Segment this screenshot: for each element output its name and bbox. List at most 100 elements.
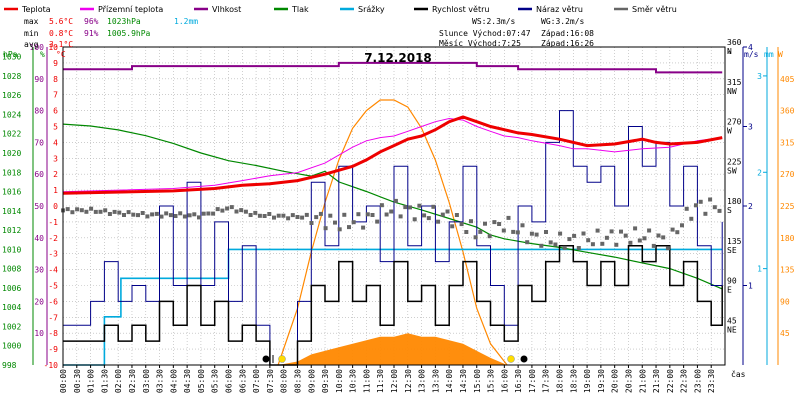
wind-direction-point bbox=[347, 225, 351, 229]
tick-time: 16:30 bbox=[514, 369, 523, 393]
wind-direction-point bbox=[399, 214, 403, 218]
wind-direction-point bbox=[230, 205, 234, 209]
wind-direction-point bbox=[708, 198, 712, 202]
wind-direction-point bbox=[572, 234, 576, 238]
tick-deg: 360 bbox=[727, 38, 742, 47]
wind-direction-point bbox=[474, 235, 478, 239]
wind-direction-point bbox=[521, 223, 525, 227]
wind-direction-point bbox=[516, 230, 520, 234]
tick-time: 22:30 bbox=[680, 369, 689, 393]
wind-direction-point bbox=[544, 230, 548, 234]
tick-dir: E bbox=[727, 286, 732, 295]
wind-direction-point bbox=[174, 214, 178, 218]
tick-degc: 9 bbox=[53, 59, 58, 68]
tick-degc: 3 bbox=[53, 154, 58, 163]
stat-max-rain: 1.2mm bbox=[174, 17, 198, 26]
tick-hpa: 1022 bbox=[2, 130, 21, 139]
tick-time: 13:30 bbox=[431, 369, 440, 393]
wind-direction-point bbox=[446, 210, 450, 214]
info-ws: WS:2.3m/s bbox=[472, 17, 516, 26]
wind-direction-point bbox=[277, 214, 281, 218]
tick-time: 02:30 bbox=[128, 369, 137, 393]
stat-max-press: 1023hPa bbox=[107, 17, 141, 26]
wind-direction-point bbox=[408, 205, 412, 209]
wind-direction-point bbox=[652, 244, 656, 248]
wind-direction-point bbox=[633, 226, 637, 230]
wind-direction-point bbox=[596, 229, 600, 233]
moonset-marker bbox=[508, 356, 515, 363]
tick-hpa: 1012 bbox=[2, 226, 21, 235]
wind-direction-point bbox=[272, 216, 276, 220]
tick-degc: -5 bbox=[48, 282, 58, 291]
tick-ms: 3 bbox=[748, 123, 753, 132]
wind-direction-point bbox=[478, 230, 482, 234]
tick-hpa: 1016 bbox=[2, 188, 21, 197]
wind-direction-point bbox=[685, 207, 689, 211]
tick-time: 02:00 bbox=[114, 369, 123, 393]
wind-direction-point bbox=[188, 213, 192, 217]
wind-direction-point bbox=[703, 212, 707, 216]
tick-hpa: 1026 bbox=[2, 91, 21, 100]
tick-time: 14:00 bbox=[445, 369, 454, 393]
wind-direction-point bbox=[197, 215, 201, 219]
wind-direction-point bbox=[314, 215, 318, 219]
wind-direction-point bbox=[99, 210, 103, 214]
legend-item-label: Směr větru bbox=[632, 5, 677, 14]
tick-dir: NE bbox=[727, 325, 737, 334]
wind-direction-point bbox=[117, 211, 121, 215]
wind-direction-point bbox=[127, 210, 131, 214]
tick-hpa: 1008 bbox=[2, 265, 21, 274]
tick-time: 17:00 bbox=[528, 369, 537, 393]
chart-title: 7.12.2018 bbox=[364, 51, 432, 65]
wind-direction-point bbox=[94, 210, 98, 214]
tick-time: 07:00 bbox=[252, 369, 261, 393]
tick-time: 22:00 bbox=[666, 369, 675, 393]
tick-mm: 3 bbox=[757, 72, 762, 81]
wind-direction-point bbox=[680, 223, 684, 227]
wind-direction-point bbox=[689, 217, 693, 221]
tick-deg: 45 bbox=[727, 316, 737, 325]
tick-time: 04:30 bbox=[183, 369, 192, 393]
tick-time: 06:30 bbox=[238, 369, 247, 393]
wind-direction-point bbox=[385, 213, 389, 217]
wind-direction-point bbox=[628, 241, 632, 245]
tick-degc: 4 bbox=[53, 138, 58, 147]
tick-time: 09:00 bbox=[307, 369, 316, 393]
tick-time: 01:00 bbox=[87, 369, 96, 393]
tick-degc: 5 bbox=[53, 123, 58, 132]
wind-direction-point bbox=[582, 232, 586, 236]
wind-direction-point bbox=[155, 212, 159, 216]
wind-direction-point bbox=[141, 211, 145, 215]
wind-direction-point bbox=[577, 246, 581, 250]
wind-direction-point bbox=[244, 210, 248, 214]
wind-direction-point bbox=[614, 243, 618, 247]
wind-direction-point bbox=[469, 219, 473, 223]
wind-direction-point bbox=[267, 212, 271, 216]
tick-time: 00:00 bbox=[59, 369, 68, 393]
stat-max-temp: 5.6°C bbox=[49, 17, 73, 26]
axis-ms-label: m/s bbox=[744, 50, 759, 59]
tick-degc: 6 bbox=[53, 107, 58, 116]
axis-pct-label: % bbox=[40, 50, 45, 59]
moonrise-marker bbox=[279, 356, 286, 363]
wind-direction-point bbox=[450, 224, 454, 228]
wind-direction-point bbox=[539, 244, 543, 248]
wind-direction-point bbox=[131, 213, 135, 217]
wind-direction-point bbox=[600, 242, 604, 246]
stat-min-hum: 91% bbox=[84, 29, 99, 38]
wind-direction-point bbox=[488, 234, 492, 238]
wind-direction-point bbox=[507, 216, 511, 220]
stat-avg-label: avg bbox=[24, 40, 39, 49]
stat-max-hum: 96% bbox=[84, 17, 99, 26]
tick-pct: 60 bbox=[34, 170, 44, 179]
wind-direction-point bbox=[638, 239, 642, 243]
wind-direction-point bbox=[511, 230, 515, 234]
weather-chart: -10-9-8-7-6-5-4-3-2-10123456789101020304… bbox=[0, 0, 800, 400]
wind-direction-point bbox=[441, 213, 445, 217]
tick-time: 15:00 bbox=[473, 369, 482, 393]
tick-time: 14:30 bbox=[459, 369, 468, 393]
wind-direction-point bbox=[413, 217, 417, 221]
tick-time: 20:30 bbox=[624, 369, 633, 393]
wind-direction-point bbox=[567, 237, 571, 241]
wind-direction-point bbox=[310, 221, 314, 225]
